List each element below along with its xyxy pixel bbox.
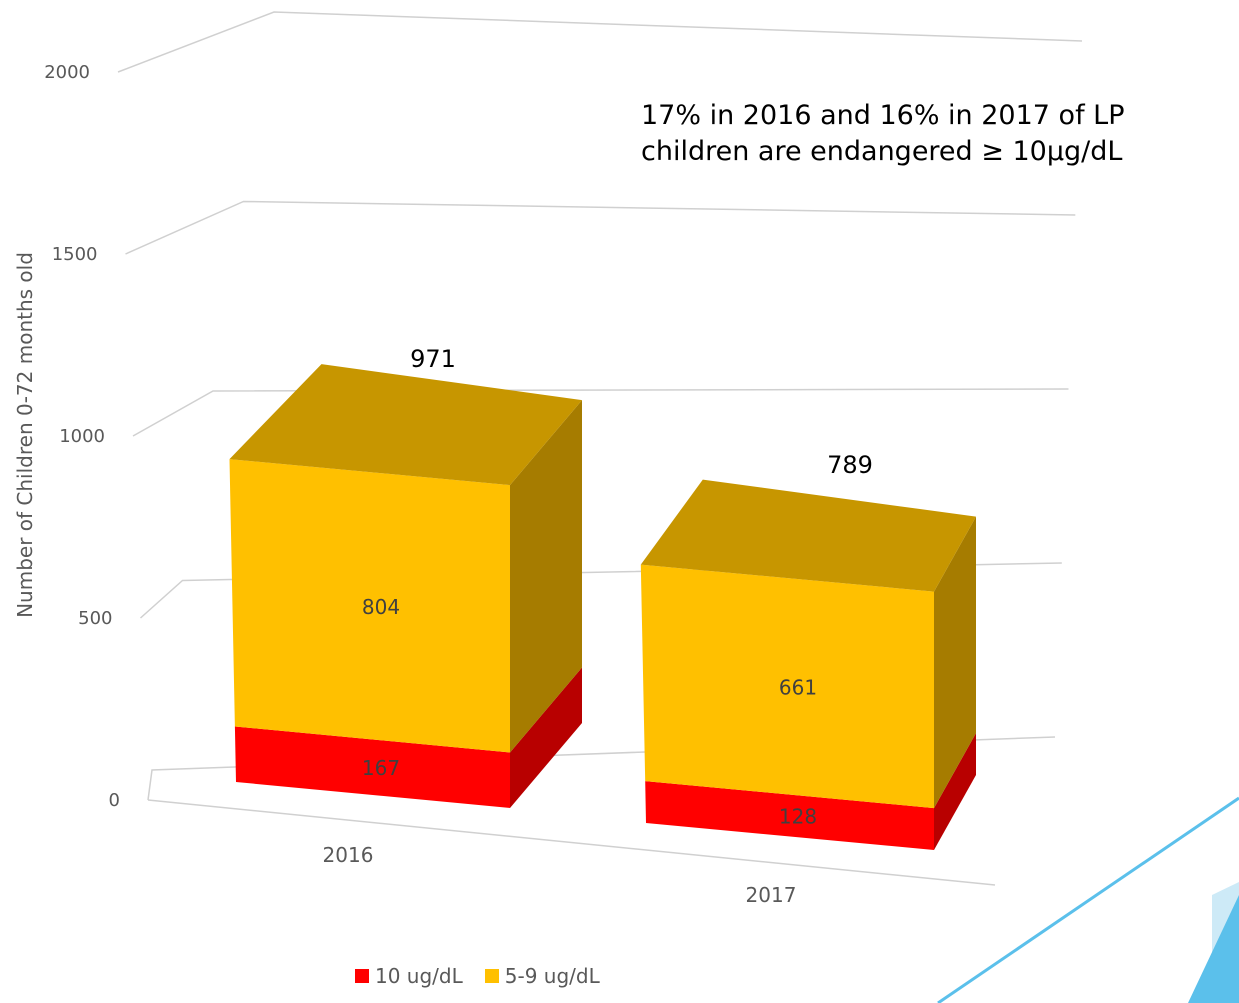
bar-side	[510, 667, 582, 808]
x-tick-label: 2017	[746, 883, 797, 907]
legend-item: 5-9 ug/dL	[484, 964, 600, 988]
y-tick-label: 1500	[52, 244, 98, 265]
y-tick-label: 1000	[59, 426, 105, 447]
bar-side	[934, 733, 976, 850]
bar-segment	[645, 781, 934, 850]
legend-label-5-9: 5-9 ug/dL	[504, 964, 600, 988]
decor-triangle	[1188, 895, 1239, 1003]
y-axis-label: Number of Children 0-72 months old	[13, 252, 37, 618]
bar-top	[640, 479, 976, 592]
segment-value-label: 167	[362, 756, 400, 780]
total-value-label: 971	[410, 345, 456, 373]
chart-annotation: 17% in 2016 and 16% in 2017 of LP childr…	[641, 100, 1125, 167]
gridlines	[117, 11, 1083, 886]
x-tick-label: 2016	[323, 843, 374, 867]
labels: 0 500 1000 1500 2000 167 804 971 2016 128 661 789 20…	[44, 62, 873, 907]
y-tick-label: 0	[109, 790, 120, 811]
y-tick-label: 500	[78, 608, 112, 629]
gridline	[125, 200, 1076, 255]
bar-side	[510, 400, 582, 753]
total-value-label: 789	[827, 451, 873, 479]
legend-item: 10 ug/dL	[355, 964, 463, 988]
bars	[229, 364, 976, 850]
gridline	[132, 388, 1069, 437]
bar-top	[229, 364, 582, 486]
floor-front-edge	[147, 799, 996, 886]
legend-swatch-10	[355, 969, 369, 983]
bar-side	[934, 516, 976, 809]
legend: 10 ug/dL 5-9 ug/dL	[355, 964, 622, 988]
legend-swatch-5-9	[484, 969, 499, 983]
bar-segment	[229, 459, 510, 753]
y-tick-label: 2000	[44, 62, 90, 83]
legend-label-10: 10 ug/dL	[375, 964, 463, 988]
corner-decoration	[937, 796, 1239, 1003]
gridline	[117, 11, 1083, 73]
segment-value-label: 128	[779, 805, 817, 829]
decor-line	[937, 796, 1239, 1003]
segment-value-label: 804	[362, 595, 400, 619]
bar-segment	[234, 726, 510, 808]
segment-value-label: 661	[779, 675, 817, 699]
bar-segment	[640, 564, 934, 809]
